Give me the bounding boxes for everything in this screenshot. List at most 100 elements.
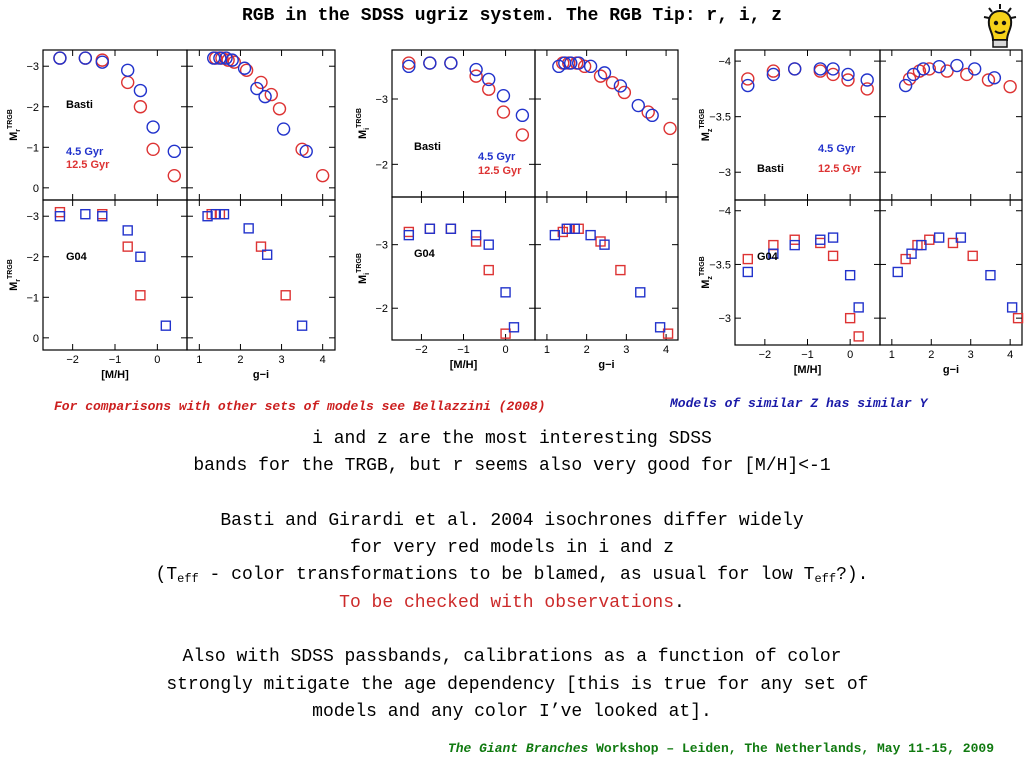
y-tick-label: −2 [375, 303, 388, 315]
young-point-square [844, 269, 856, 281]
para3-line2: strongly mitigate the age dependency [th… [155, 674, 869, 695]
y-label-sub: r [15, 279, 22, 282]
x-axis-label: [M/H] [450, 359, 478, 371]
old-point-square [967, 250, 978, 262]
x-axis-label: [M/H] [101, 369, 129, 381]
comparison-note: For comparisons with other sets of model… [54, 399, 546, 414]
y-tick-label: −1 [26, 292, 39, 304]
young-point-circle [898, 78, 913, 93]
old-point-circle [902, 72, 917, 86]
old-point-square [789, 234, 800, 245]
old-point-square [742, 253, 753, 265]
x-tick-label: −1 [109, 354, 122, 366]
young-point-square [483, 239, 494, 250]
young-point-square [585, 229, 596, 241]
old-point-square [924, 234, 935, 245]
young-point-square [500, 287, 511, 298]
x-tick-label: 3 [968, 349, 974, 361]
x-tick-label: 2 [237, 354, 243, 366]
young-point-square [906, 248, 917, 259]
young-point-circle [826, 62, 840, 76]
young-point-circle [583, 59, 598, 74]
x-tick-label: −1 [457, 344, 470, 356]
young-point-circle [53, 51, 67, 65]
y-tick-label: −3 [375, 240, 388, 252]
old-point-square [827, 250, 839, 262]
y-label-main: M [700, 280, 712, 289]
young-point-square [789, 239, 800, 251]
young-point-square [243, 223, 254, 234]
panel-frame [734, 199, 881, 346]
old-point-circle [515, 128, 530, 142]
young-point-square [561, 223, 572, 234]
x-tick-label: 4 [1007, 349, 1013, 361]
young-point-circle [906, 67, 921, 82]
old-point-circle [272, 102, 287, 116]
y-label-main: M [357, 275, 369, 284]
young-point-circle [597, 66, 612, 80]
legend-young: 4.5 Gyr [66, 146, 104, 158]
y-tick-label: −1 [26, 142, 39, 154]
x-axis-label: g−i [943, 364, 959, 376]
panel-frame [186, 199, 336, 351]
y-label-main: M [8, 132, 20, 141]
x-axis-label: [M/H] [794, 364, 822, 376]
young-point-circle [444, 56, 458, 70]
legend-young: 4.5 Gyr [478, 151, 516, 163]
panel-frame [879, 199, 1023, 346]
old-point-square [900, 253, 911, 265]
young-point-square [985, 269, 996, 281]
y-tick-label: −3 [375, 94, 388, 106]
young-point-circle [423, 56, 437, 70]
young-point-square [80, 208, 91, 220]
y-label-sup: TRGB [699, 256, 706, 276]
young-point-circle [167, 144, 181, 159]
young-point-square [569, 223, 580, 234]
young-point-circle [133, 83, 148, 98]
x-tick-label: 4 [663, 344, 669, 356]
young-point-square [261, 249, 273, 260]
young-point-circle [558, 56, 572, 70]
old-point-circle [227, 55, 241, 69]
young-point-circle [250, 81, 264, 96]
young-point-square [403, 229, 415, 241]
y-label-sub: r [15, 129, 22, 132]
x-tick-label: −2 [759, 349, 772, 361]
old-point-circle [981, 73, 996, 87]
young-point-circle [402, 59, 416, 74]
lightbulb-head-icon [980, 2, 1020, 50]
young-point-circle [950, 58, 964, 73]
young-point-circle [932, 59, 946, 74]
y-label-sup: TRGB [7, 259, 14, 279]
y-tick-label: −2 [26, 252, 39, 264]
young-point-circle [860, 73, 874, 87]
young-point-circle [613, 79, 628, 93]
old-point-square [470, 236, 482, 247]
y-axis-label: MzTRGB [699, 256, 714, 289]
y-label-sup: TRGB [356, 108, 363, 128]
old-point-square [483, 264, 494, 276]
old-point-square [135, 290, 146, 301]
x-tick-label: 4 [320, 354, 326, 366]
y-tick-label: −4 [718, 206, 731, 218]
model-label: Basti [757, 163, 784, 175]
x-axis-label: g−i [253, 369, 269, 381]
old-point-square [615, 264, 626, 276]
y-label-sub: i [364, 273, 371, 275]
young-point-circle [276, 122, 291, 136]
model-label: G04 [757, 251, 779, 263]
young-point-circle [564, 56, 578, 70]
x-tick-label: −2 [66, 354, 79, 366]
old-point-square [815, 237, 826, 249]
para3-line3: models and any color I’ve looked at]. [312, 701, 712, 722]
y-tick-label: −3.5 [709, 259, 731, 271]
old-point-square [280, 290, 291, 301]
young-point-circle [987, 71, 1002, 85]
x-tick-label: 0 [847, 349, 853, 361]
y-label-main: M [357, 130, 369, 139]
y-tick-label: −2 [26, 102, 39, 114]
y-tick-label: −2 [375, 159, 388, 171]
y-label-sup: TRGB [699, 109, 706, 129]
para2-line3: (Teff - color transformations to be blam… [155, 565, 869, 587]
